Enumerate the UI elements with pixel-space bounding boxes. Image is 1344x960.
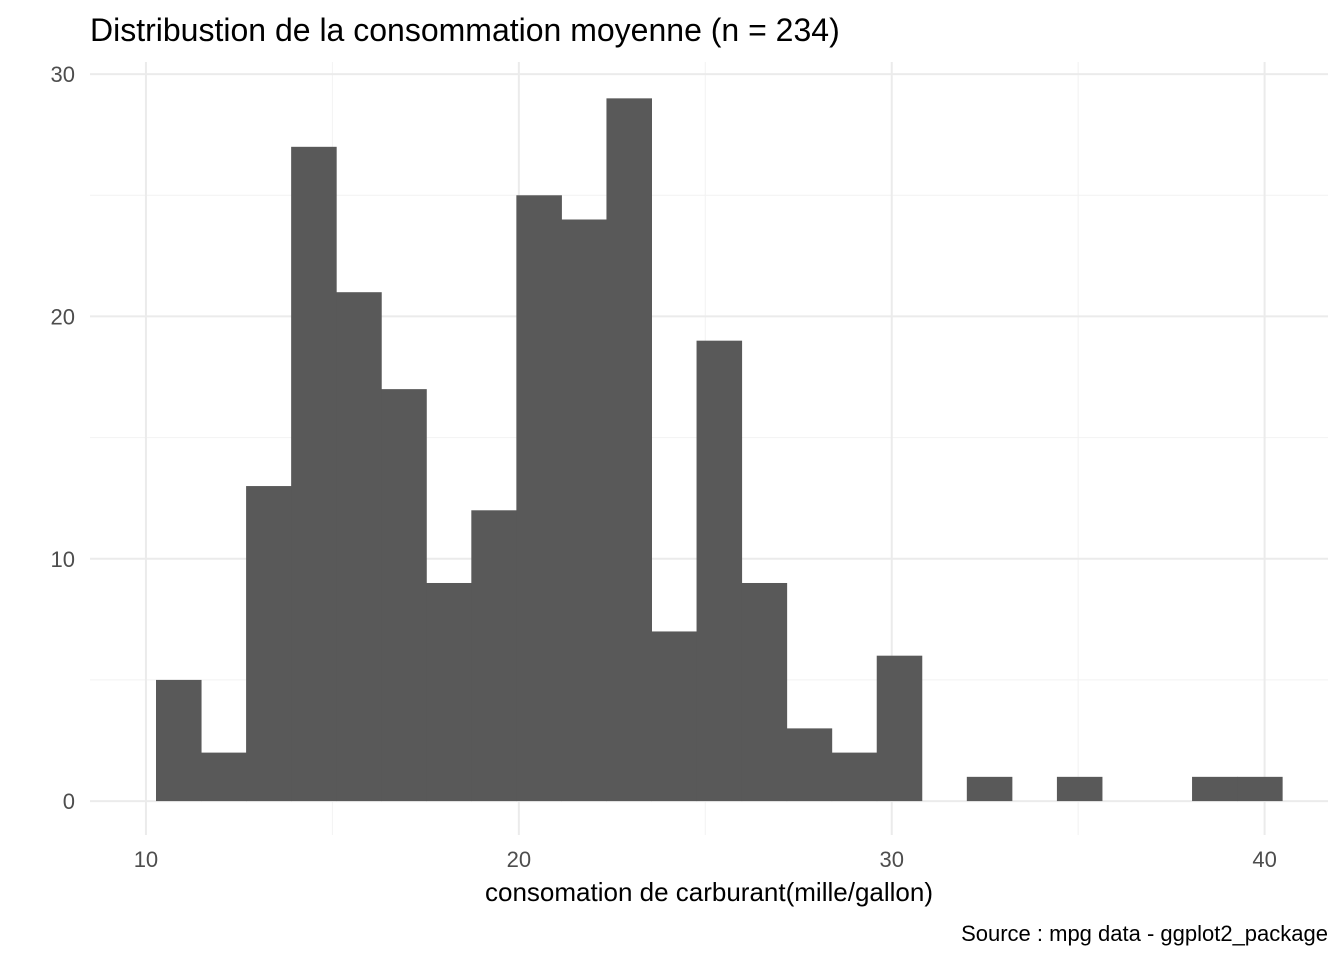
x-tick-label: 40	[1252, 847, 1276, 872]
histogram-bar	[471, 510, 517, 802]
x-axis-label: consomation de carburant(mille/gallon)	[485, 877, 933, 907]
x-tick-label: 20	[507, 847, 531, 872]
x-tick-label: 30	[879, 847, 903, 872]
histogram-bar	[426, 582, 472, 802]
caption: Source : mpg data - ggplot2_package	[961, 921, 1328, 946]
histogram-bar	[1056, 776, 1103, 802]
bars	[156, 98, 1283, 802]
histogram-bar	[201, 752, 247, 802]
y-tick-label: 10	[51, 547, 75, 572]
histogram-bar	[651, 631, 698, 802]
y-tick-label: 0	[63, 789, 75, 814]
histogram-bar	[1237, 776, 1283, 802]
histogram-bar	[381, 389, 427, 802]
chart-title: Distribustion de la consommation moyenne…	[90, 12, 840, 48]
histogram-bar	[741, 582, 788, 802]
x-axis: 10 20 30 40	[134, 847, 1277, 872]
histogram-bar	[696, 340, 743, 802]
histogram-bar	[561, 219, 607, 802]
histogram-bar	[291, 146, 337, 802]
histogram-bar	[831, 752, 878, 802]
y-axis: 0 10 20 30	[51, 62, 75, 814]
histogram-bar	[1192, 776, 1238, 802]
y-tick-label: 30	[51, 62, 75, 87]
histogram-bar	[966, 776, 1013, 802]
histogram-bar	[786, 728, 833, 802]
y-tick-label: 20	[51, 304, 75, 329]
histogram-bar	[516, 195, 562, 802]
histogram-bar	[606, 98, 653, 802]
histogram-bar	[876, 655, 923, 802]
x-tick-label: 10	[134, 847, 158, 872]
histogram-bar	[336, 292, 382, 802]
histogram-bar	[156, 679, 202, 802]
histogram-bar	[246, 486, 292, 802]
